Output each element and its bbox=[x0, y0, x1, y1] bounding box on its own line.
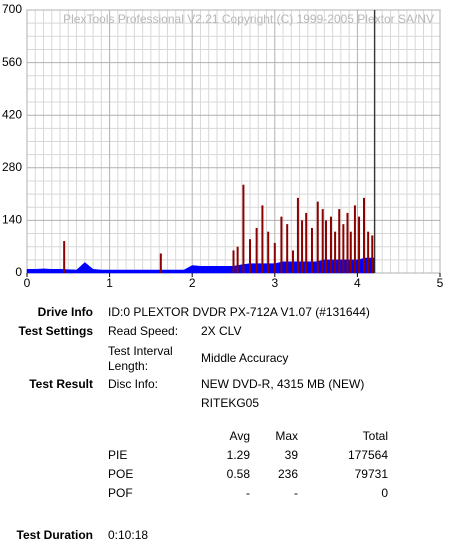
bar bbox=[349, 231, 352, 273]
x-tick-label: 5 bbox=[437, 276, 444, 290]
bar bbox=[338, 209, 341, 273]
y-tick-label: 280 bbox=[2, 160, 22, 174]
value: 2X CLV bbox=[201, 324, 241, 338]
bar bbox=[363, 197, 366, 273]
bar bbox=[159, 253, 162, 273]
cell: 79731 bbox=[355, 467, 389, 481]
cell: 0.58 bbox=[227, 467, 251, 481]
column-header: Max bbox=[275, 429, 298, 443]
y-tick-label: 700 bbox=[2, 2, 22, 16]
value: Middle Accuracy bbox=[201, 351, 288, 365]
x-tick-label: 2 bbox=[189, 276, 196, 290]
bar bbox=[273, 242, 276, 273]
row-header: POE bbox=[108, 467, 133, 481]
y-tick-label: 560 bbox=[2, 55, 22, 69]
bar bbox=[371, 235, 374, 273]
label: Test Result bbox=[29, 377, 93, 391]
chart-title: PlexTools Professional V2.21 Copyright (… bbox=[63, 12, 434, 26]
bar bbox=[325, 220, 328, 273]
x-tick-label: 0 bbox=[24, 276, 31, 290]
bar bbox=[249, 239, 252, 273]
y-tick-label: 420 bbox=[2, 107, 22, 121]
label: Read Speed: bbox=[108, 324, 178, 338]
y-tick-label: 140 bbox=[2, 213, 22, 227]
cell: 177564 bbox=[348, 448, 388, 462]
result-table: Avg Max Total PIE 1.29 39 177564 POE 0.58 236 7973… bbox=[108, 429, 388, 500]
bar bbox=[367, 231, 370, 273]
value: ID:0 PLEXTOR DVDR PX-712A V1.07 (#131644… bbox=[108, 305, 370, 319]
row-header: PIE bbox=[108, 448, 127, 462]
bar bbox=[334, 231, 337, 273]
cell: - bbox=[294, 486, 298, 500]
bar bbox=[291, 250, 294, 273]
bar bbox=[286, 224, 289, 273]
x-tick-label: 3 bbox=[271, 276, 278, 290]
bar bbox=[255, 227, 258, 273]
column-header: Total bbox=[363, 429, 388, 443]
bar bbox=[353, 205, 356, 273]
bar bbox=[242, 184, 245, 273]
cell: 236 bbox=[278, 467, 298, 481]
bar bbox=[316, 201, 319, 273]
label: Drive Info bbox=[38, 305, 93, 319]
label: Length: bbox=[108, 359, 148, 373]
report: Drive Info ID:0 PLEXTOR DVDR PX-712A V1.… bbox=[17, 305, 389, 542]
cell: 39 bbox=[285, 448, 299, 462]
bar bbox=[305, 212, 308, 273]
bar bbox=[342, 224, 345, 273]
x-tick-label: 4 bbox=[354, 276, 361, 290]
chart: 0 140 280 420 560 700 0 1 2 3 4 5 PlexTools Professi… bbox=[2, 2, 444, 290]
label: Test Duration bbox=[17, 528, 93, 542]
y-tick-label: 0 bbox=[15, 265, 22, 279]
cell: - bbox=[246, 486, 250, 500]
bar bbox=[321, 209, 324, 273]
bar bbox=[261, 205, 264, 273]
bar bbox=[236, 246, 239, 273]
x-tick-label: 1 bbox=[106, 276, 113, 290]
bar bbox=[280, 216, 283, 273]
cell: 1.29 bbox=[227, 448, 251, 462]
bar bbox=[232, 250, 235, 273]
label: Disc Info: bbox=[108, 377, 158, 391]
label: Test Settings bbox=[19, 324, 94, 338]
bar bbox=[63, 241, 66, 273]
bar bbox=[267, 231, 270, 273]
row-header: POF bbox=[108, 486, 133, 500]
bar bbox=[310, 227, 313, 273]
bar bbox=[301, 220, 304, 273]
value: 0:10:18 bbox=[108, 528, 148, 542]
value: NEW DVD-R, 4315 MB (NEW) bbox=[201, 377, 364, 391]
cell: 0 bbox=[381, 486, 388, 500]
value: RITEKG05 bbox=[201, 396, 259, 410]
bar bbox=[296, 197, 299, 273]
label: Test Interval bbox=[108, 344, 173, 358]
bar bbox=[358, 216, 361, 273]
bar bbox=[329, 216, 332, 273]
bar bbox=[346, 212, 349, 273]
column-header: Avg bbox=[230, 429, 250, 443]
